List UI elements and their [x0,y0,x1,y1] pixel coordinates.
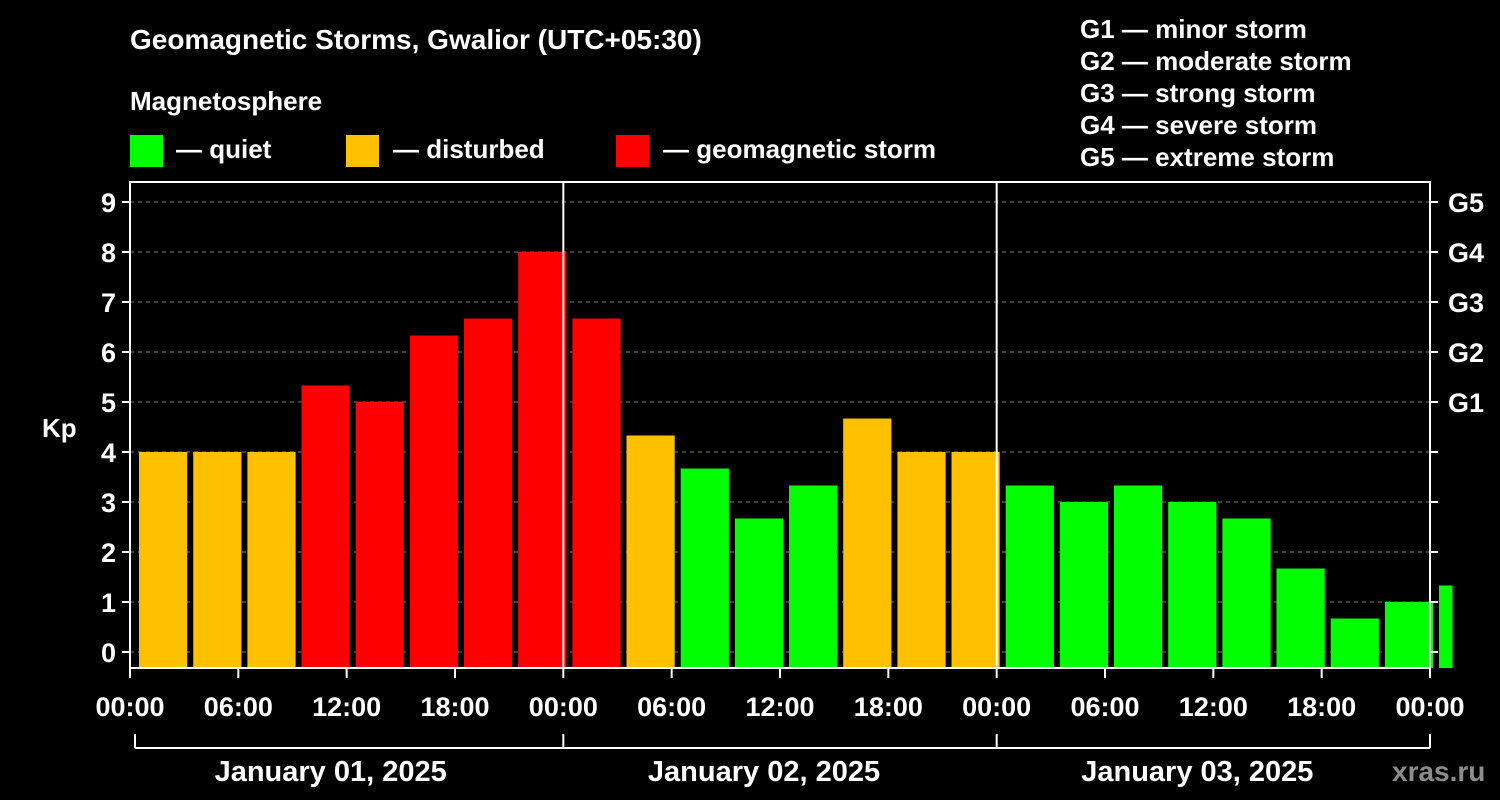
kp-bar [139,452,188,668]
y-tick-label: 8 [101,238,116,268]
kp-bar [680,468,729,668]
y-tick-label: 3 [101,488,116,518]
kp-bar [355,402,404,668]
y-axis-ticks: 0 1 2 3 4 5 6 7 8 9 [101,188,130,668]
right-tick-label: G1 [1448,388,1484,418]
kp-bar [1384,602,1434,668]
kp-bar [193,452,242,668]
scale-g2: G2 — moderate storm [1080,46,1352,76]
x-tick-label: 18:00 [1287,692,1356,722]
day-label: January 01, 2025 [215,756,447,788]
kp-bar [464,318,513,668]
kp-bar [1059,502,1109,668]
day-labels: January 01, 2025 January 02, 2025 January … [134,734,1431,788]
scale-g3: G3 — strong storm [1080,78,1315,108]
y-tick-label: 1 [101,588,116,618]
kp-bar [518,252,567,668]
kp-bar [734,518,784,668]
scale-g5: G5 — extreme storm [1080,142,1334,172]
x-tick-label: 18:00 [420,692,489,722]
legend-swatch-storm [616,135,649,167]
x-tick-label: 06:00 [637,692,706,722]
kp-bar [1114,485,1163,668]
legend-swatch-disturbed [346,135,379,167]
kp-bar [626,435,675,668]
x-tick-label: 12:00 [745,692,814,722]
right-tick-label: G3 [1448,288,1484,318]
right-tick-label: G5 [1448,188,1484,218]
scale-g1: G1 — minor storm [1080,14,1307,44]
kp-bar [1439,585,1453,668]
y-tick-label: 5 [101,388,116,418]
kp-bar [897,452,946,668]
x-tick-label: 18:00 [854,692,923,722]
right-axis-ticks: G1 G2 G3 G4 G5 [1430,188,1484,653]
kp-bar [572,318,621,668]
legend-label-storm: — geomagnetic storm [663,134,936,164]
x-tick-label: 06:00 [1070,692,1139,722]
x-tick-label: 12:00 [1179,692,1248,722]
day-label: January 02, 2025 [648,756,880,788]
day-label: January 03, 2025 [1081,756,1313,788]
kp-bar [1168,502,1217,668]
x-tick-label: 12:00 [312,692,381,722]
legend-label-disturbed: — disturbed [393,134,545,164]
y-tick-label: 2 [101,538,116,568]
x-tick-label: 06:00 [204,692,273,722]
kp-bar [1005,485,1054,668]
right-tick-label: G2 [1448,338,1484,368]
kp-bar [1222,518,1271,668]
x-tick-label: 00:00 [962,692,1031,722]
y-tick-label: 6 [101,338,116,368]
kp-bar [301,385,350,668]
x-tick-label: 00:00 [95,692,164,722]
kp-bar [247,452,296,668]
chart-title: Geomagnetic Storms, Gwalior (UTC+05:30) [130,24,702,55]
right-tick-label: G4 [1448,238,1484,268]
x-tick-label: 00:00 [1395,692,1464,722]
y-tick-label: 0 [101,638,116,668]
legend-heading: Magnetosphere [130,86,322,116]
kp-bar [409,335,459,668]
legend-label-quiet: — quiet [176,134,272,164]
kp-bar [789,485,838,668]
x-axis-ticks: 00:00 06:00 12:00 18:00 00:00 06:00 12:00 18:00… [95,668,1465,722]
y-tick-label: 7 [101,288,116,318]
kp-bar [1330,618,1379,668]
watermark: xras.ru [1392,756,1485,787]
y-tick-label: 4 [101,438,116,468]
legend-swatch-quiet [130,135,163,167]
scale-g4: G4 — severe storm [1080,110,1317,140]
y-tick-label: 9 [101,188,116,218]
kp-bar [843,418,892,668]
kp-bar [951,452,1000,668]
x-tick-label: 00:00 [529,692,598,722]
kp-bar [1276,568,1325,668]
y-axis-label: Kp [42,413,77,443]
bars [139,252,1453,668]
